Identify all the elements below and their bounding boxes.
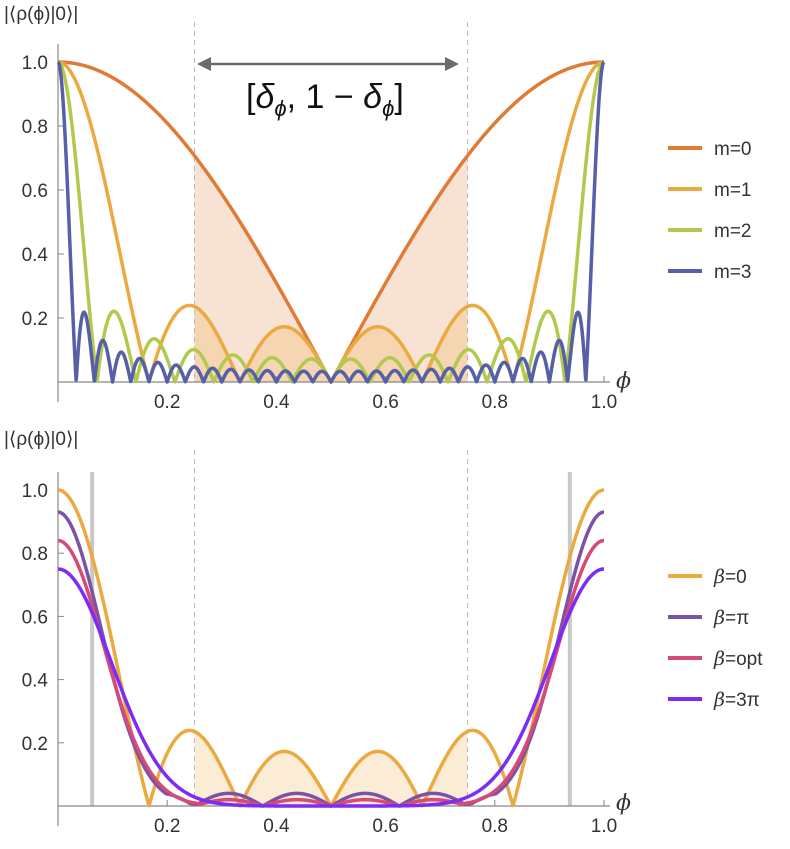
legend-item-betaopt: β=opt (668, 648, 763, 670)
x-tick-label: 1.0 (591, 392, 617, 413)
series-line-β=3π (56, 567, 606, 808)
x-tick-label: 0.4 (263, 392, 290, 413)
legend-item-beta0: β=0 (668, 566, 747, 588)
y-tick-label: 0.2 (22, 734, 48, 755)
y-tick-label: 0.8 (22, 544, 48, 565)
legend-item-m0: m=0 (668, 139, 752, 160)
shaded-area-0 (194, 155, 468, 382)
legend: m=0 m=1 m=2 m=3 (668, 139, 752, 283)
y-tick-label: 0.4 (22, 671, 49, 692)
svg-text:m=0: m=0 (714, 139, 752, 160)
series-line-β=π (56, 510, 606, 808)
interval-annotation: [δϕ, 1 − δϕ] (246, 78, 404, 121)
x-tick-label: 0.6 (372, 392, 398, 413)
y-tick-label: 0.4 (22, 245, 49, 266)
y-axis-label: |⟨ρ(ϕ)|0⟩| (4, 429, 78, 450)
svg-text:β=opt: β=opt (713, 648, 763, 670)
x-tick-label: 0.4 (263, 816, 290, 837)
y-tick-label: 0.6 (22, 607, 48, 628)
x-axis-label: ϕ (616, 791, 631, 816)
x-axis-label: ϕ (616, 369, 631, 394)
legend-item-m2: m=2 (668, 221, 752, 242)
chart-top: |⟨ρ(ϕ)|0⟩| 0.2 0.4 0.6 0.8 1.0 0.2 0.4 0.6 0.8 1.… (4, 4, 752, 413)
y-tick-label: 0.2 (22, 309, 48, 330)
y-tick-label: 1.0 (22, 481, 48, 502)
x-tick-label: 0.8 (482, 816, 508, 837)
legend-item-beta3pi: β=3π (668, 689, 760, 711)
legend: β=0 β=π β=opt β=3π (668, 566, 763, 711)
svg-text:m=2: m=2 (714, 221, 752, 242)
svg-text:m=1: m=1 (714, 180, 752, 201)
x-tick-label: 0.8 (482, 392, 508, 413)
chart-bottom: |⟨ρ(ϕ)|0⟩| 0.2 0.4 0.6 0.8 1.0 0.2 0.4 0.6 0.8 1.… (4, 429, 763, 837)
y-tick-label: 0.8 (22, 117, 48, 138)
svg-text:β=π: β=π (713, 607, 749, 629)
y-tick-label: 0.6 (22, 181, 48, 202)
x-tick-label: 1.0 (591, 816, 617, 837)
svg-text:β=0: β=0 (713, 566, 747, 588)
x-tick-label: 0.2 (154, 392, 180, 413)
interval-arrow (197, 57, 459, 71)
x-tick-label: 0.2 (154, 816, 180, 837)
x-tick-label: 0.6 (372, 816, 398, 837)
y-tick-label: 1.0 (22, 53, 48, 74)
y-axis-label: |⟨ρ(ϕ)|0⟩| (4, 4, 78, 25)
svg-text:m=3: m=3 (714, 262, 752, 283)
series-line-m=3 (56, 60, 606, 384)
svg-text:β=3π: β=3π (713, 689, 760, 711)
legend-item-m3: m=3 (668, 262, 752, 283)
legend-item-betapi: β=π (668, 607, 749, 629)
shaded-area-0 (194, 731, 468, 806)
legend-item-m1: m=1 (668, 180, 752, 201)
